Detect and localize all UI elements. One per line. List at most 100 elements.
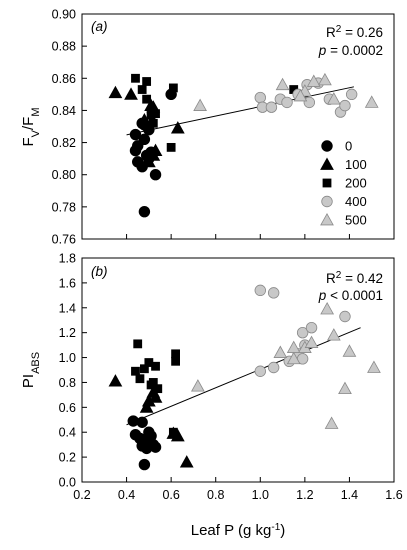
panel-b-label: (b) [91,264,108,279]
x-tick-label: 1.4 [341,488,358,502]
data-point-200 [142,77,152,86]
legend-label-200: 200 [345,176,367,191]
series-100 [108,85,185,168]
data-point-400 [345,88,358,101]
series-200 [131,339,181,437]
data-point-200 [151,361,160,371]
y-tick-label: 0.4 [59,426,76,440]
x-tick-label: 0.2 [73,488,90,502]
data-point-0 [145,430,157,442]
data-point-500 [324,416,339,429]
data-point-500 [193,98,207,111]
data-point-100 [170,121,185,134]
data-point-0 [138,205,151,218]
data-point-400 [339,310,351,323]
legend-item-0: 0 [321,139,352,154]
data-point-500 [191,379,205,392]
panel-a-r-squared: R2 = 0.26 [326,24,383,41]
x-tick-label: 0.8 [207,488,224,502]
x-tick-label: 1.2 [296,488,313,502]
y-tick-label: 0.80 [52,168,76,182]
data-point-200 [131,73,140,83]
y-tick-label: 0.76 [52,233,76,247]
data-point-500 [342,344,357,357]
panel-b-x-ticks: 0.2 0.4 0.6 0.8 1.0 1.2 1.4 1.6 [73,477,403,502]
data-point-200 [142,94,152,104]
data-point-500 [306,74,321,87]
panel-b: 0.00.20.40.60.81.01.21.41.61.8 0.2 0.4 0.6… [20,252,403,540]
panel-a-p-value: p = 0.0002 [318,43,383,58]
data-point-500 [320,301,335,315]
series-500 [191,301,381,429]
data-point-200 [148,378,158,387]
panel-a-regression-line [126,86,354,136]
panel-a-x-ticks [81,234,395,239]
data-point-500 [326,92,341,105]
data-point-200 [133,339,143,349]
data-point-500 [367,360,381,373]
legend-label-0: 0 [345,139,352,154]
x-tick-label: 1.0 [252,488,269,502]
panel-b-regression-line [126,327,361,426]
data-point-500 [326,328,341,341]
legend-label-400: 400 [345,194,367,209]
series-400 [254,284,351,377]
data-point-0 [140,442,153,455]
legend-item-400: 400 [321,194,367,209]
y-tick-label: 0.82 [52,136,76,150]
data-point-500 [318,72,332,86]
data-point-400 [267,287,280,299]
panel-a-data-points [108,72,379,218]
data-point-400 [254,365,266,377]
legend-marker-0 [321,140,333,152]
data-point-0 [138,133,151,146]
data-point-400 [254,91,266,104]
data-point-400 [339,99,351,112]
y-tick-label: 1.6 [59,276,76,290]
x-axis-title: Leaf P (g kg-1) [191,522,286,540]
data-point-0 [129,128,142,141]
data-point-400 [303,96,316,109]
panel-a-label: (a) [91,19,108,34]
data-point-100 [139,400,154,413]
y-tick-label: 0.8 [59,376,76,390]
data-point-400 [254,284,266,297]
y-tick-label: 1.8 [59,252,76,266]
data-point-200 [131,366,140,376]
data-point-400 [267,361,280,374]
data-point-500 [293,88,308,102]
data-point-100 [146,148,161,161]
legend-label-100: 100 [345,157,367,172]
data-point-100 [108,374,123,387]
y-tick-label: 0.84 [52,104,76,118]
data-point-0 [149,169,162,181]
data-point-200 [139,364,149,374]
series-500 [193,72,379,111]
legend-marker-500 [320,212,334,226]
data-point-100 [148,390,163,403]
data-point-400 [281,96,293,109]
legend-item-500: 500 [320,212,367,228]
panel-b-y-axis-title: PIABS [20,352,42,388]
data-point-100 [108,85,123,99]
data-point-500 [304,335,319,348]
panel-b-frame [81,257,395,483]
series-0 [127,415,162,471]
legend: 0 100 200 400 500 [320,139,367,228]
panel-b-data-points [108,284,381,471]
y-tick-label: 0.6 [59,401,76,415]
x-tick-label: 0.4 [118,488,135,502]
data-point-500 [338,381,352,395]
data-point-100 [124,87,138,100]
data-point-500 [364,95,379,108]
y-tick-label: 0.90 [52,8,76,22]
panel-a-y-ticks: 0.76 0.78 0.80 0.82 0.84 0.86 0.88 0.90 [52,8,87,247]
y-tick-label: 1.0 [59,351,76,365]
y-tick-label: 0.2 [59,451,76,465]
data-point-200 [151,109,160,119]
legend-marker-100 [320,157,334,170]
data-point-100 [141,154,156,168]
panel-b-p-value: p < 0.0001 [318,288,383,303]
